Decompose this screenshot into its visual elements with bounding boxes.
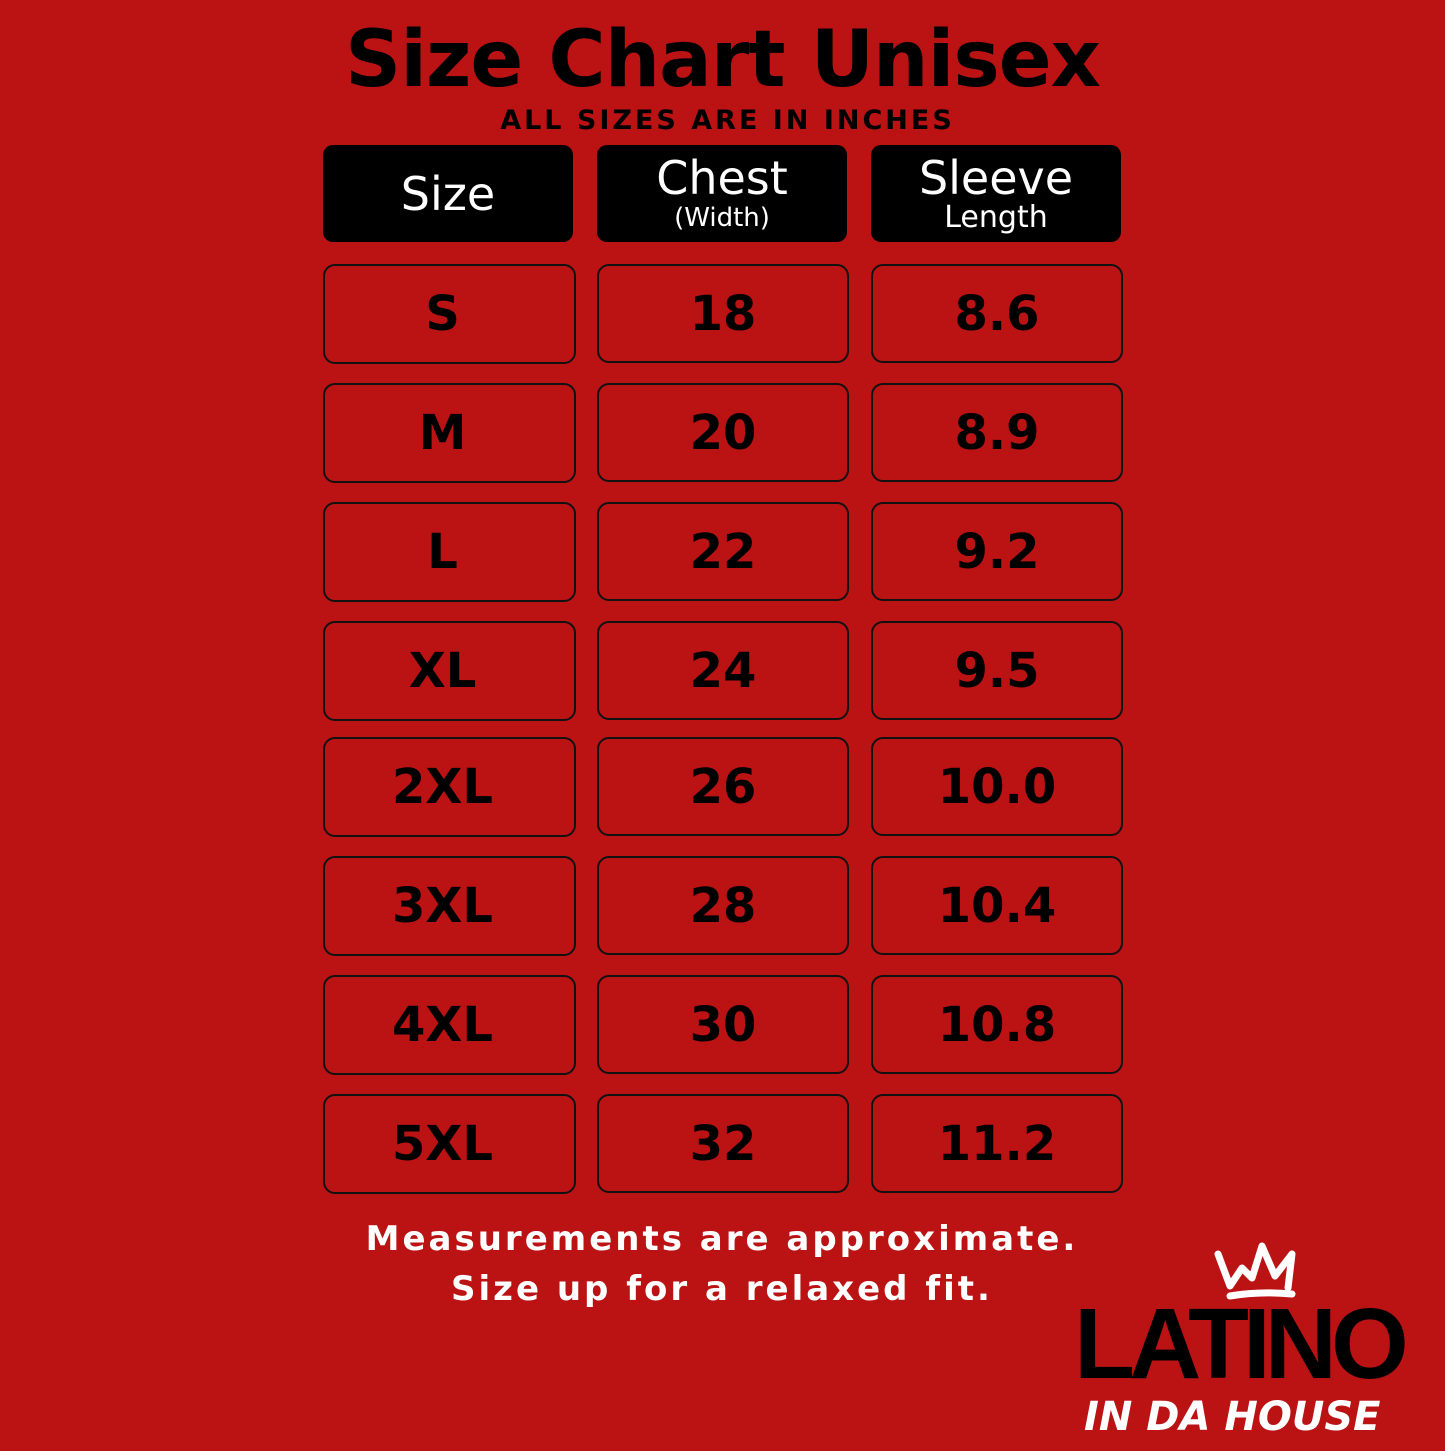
chest-cell: 18 (597, 264, 849, 363)
sleeve-cell: 8.9 (871, 383, 1123, 482)
sleeve-cell: 8.6 (871, 264, 1123, 363)
chest-cell: 28 (597, 856, 849, 955)
header-sleeve: Sleeve Length (871, 145, 1121, 242)
chest-cell: 20 (597, 383, 849, 482)
header-sleeve-label: Sleeve (918, 150, 1074, 205)
sleeve-cell: 10.8 (871, 975, 1123, 1074)
size-cell: L (323, 502, 576, 602)
size-cell: 2XL (323, 737, 576, 837)
chest-cell: 22 (597, 502, 849, 601)
chest-cell: 32 (597, 1094, 849, 1193)
sleeve-cell: 10.4 (871, 856, 1123, 955)
sleeve-cell: 11.2 (871, 1094, 1123, 1193)
size-cell: M (323, 383, 576, 483)
sleeve-cell: 9.2 (871, 502, 1123, 601)
header-size: Size (323, 145, 573, 242)
page-title: Size Chart Unisex (345, 15, 1101, 105)
size-cell: XL (323, 621, 576, 721)
header-chest: Chest (Width) (597, 145, 847, 242)
chest-cell: 30 (597, 975, 849, 1074)
logo-in-da-house: IN DA HOUSE (1084, 1394, 1381, 1440)
header-chest-sublabel: (Width) (674, 202, 770, 233)
header-chest-label: Chest (656, 150, 788, 205)
sleeve-cell: 9.5 (871, 621, 1123, 720)
header-size-label: Size (400, 166, 496, 221)
size-cell: 4XL (323, 975, 576, 1075)
header-sleeve-sublabel: Length (944, 199, 1048, 235)
size-cell: 3XL (323, 856, 576, 956)
crown-icon (1214, 1242, 1296, 1300)
size-cell: 5XL (323, 1094, 576, 1194)
chest-cell: 24 (597, 621, 849, 720)
brand-logo: LATINO IN DA HOUSE (1070, 1240, 1440, 1445)
size-cell: S (323, 264, 576, 364)
footer-note-2: Size up for a relaxed fit. (451, 1269, 993, 1309)
logo-latino: LATINO (1074, 1288, 1409, 1400)
footer-note-1: Measurements are approximate. (365, 1219, 1079, 1259)
subtitle: ALL SIZES ARE IN INCHES (500, 105, 955, 136)
chest-cell: 26 (597, 737, 849, 836)
sleeve-cell: 10.0 (871, 737, 1123, 836)
